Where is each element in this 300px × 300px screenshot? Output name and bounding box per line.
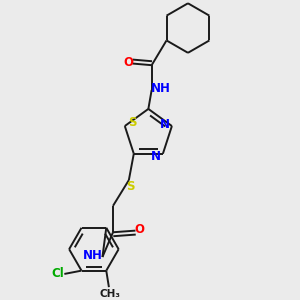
Text: N: N — [151, 150, 160, 163]
Text: O: O — [135, 224, 145, 236]
Text: NH: NH — [151, 82, 171, 95]
Text: CH₃: CH₃ — [99, 290, 120, 299]
Text: NH: NH — [82, 249, 103, 262]
Text: O: O — [124, 56, 134, 69]
Text: S: S — [126, 180, 135, 193]
Text: Cl: Cl — [51, 267, 64, 280]
Text: S: S — [128, 116, 136, 129]
Text: N: N — [160, 118, 170, 131]
